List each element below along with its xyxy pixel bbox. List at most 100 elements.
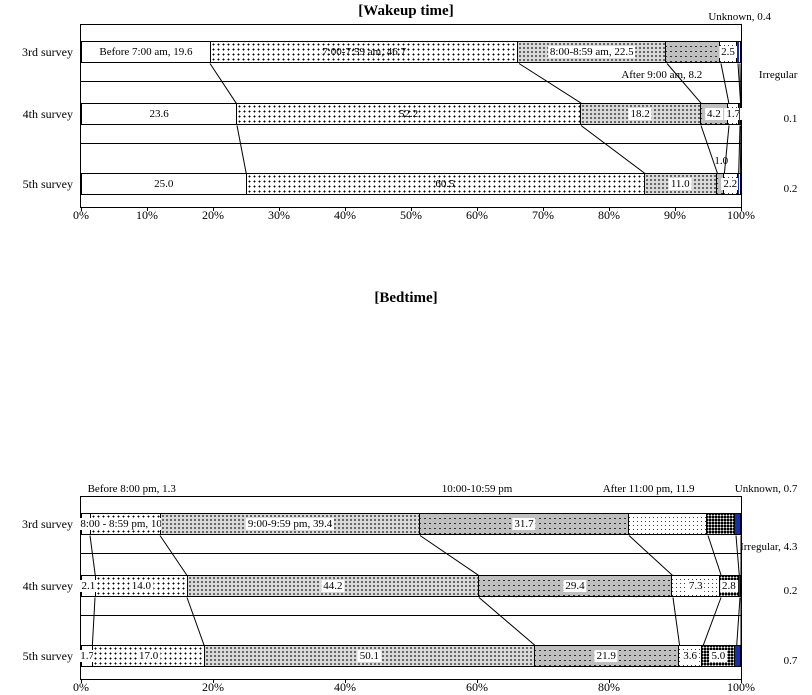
bar-segment: 52.2: [237, 104, 580, 124]
float-label: 1.0: [714, 155, 728, 167]
segment-label: 31.7: [512, 518, 535, 530]
connector-line: [518, 63, 581, 104]
bar-segment: 2.1: [82, 576, 96, 596]
x-tick: 80%: [598, 680, 620, 695]
segment-label: 50.1: [358, 650, 381, 662]
x-tick: 50%: [400, 208, 422, 223]
bar-segment: 14.0: [96, 576, 188, 596]
bar-segment: 7:00-7:59 am, 46.7: [211, 42, 518, 62]
segment-label: 44.2: [321, 580, 344, 592]
segment-label: 8:00 - 8:59 pm, 10.7: [78, 518, 172, 530]
x-tick: 100%: [727, 208, 755, 223]
bar-segment: 23.6: [82, 104, 237, 124]
bar-segment: 44.2: [188, 576, 479, 596]
row-label: 5th survey: [11, 177, 73, 192]
segment-label: 21.9: [595, 650, 618, 662]
row-label: 4th survey: [11, 579, 73, 594]
stacked-bar: 1.717.050.121.93.65.0: [81, 645, 741, 667]
bar-segment: 50.1: [205, 646, 535, 666]
connector-line: [92, 597, 96, 645]
float-label: 0.7: [667, 655, 797, 667]
x-tick: 30%: [268, 208, 290, 223]
x-tick: 0%: [73, 680, 89, 695]
segment-label: 18.2: [629, 108, 652, 120]
x-tick: 20%: [202, 208, 224, 223]
segment-label: Before 7:00 am, 19.6: [97, 46, 194, 58]
segment-label: 23.6: [148, 108, 171, 120]
bar-segment: 29.4: [479, 576, 672, 596]
segment-label: 60.5: [433, 178, 456, 190]
connector-line: [236, 125, 246, 173]
stacked-bar: 23.652.218.24.21.7: [81, 103, 741, 125]
connector-line: [420, 535, 479, 576]
float-label: Before 8:00 pm, 1.3: [88, 483, 176, 495]
bedtime-title: [Bedtime]: [0, 290, 812, 307]
x-tick: 70%: [532, 208, 554, 223]
bar-segment: 17.0: [93, 646, 205, 666]
bar-segment: 9:00-9:59 pm, 39.4: [161, 514, 420, 534]
bar-segment: [737, 42, 740, 62]
bar-segment: [629, 514, 707, 534]
connector-line: [160, 535, 188, 576]
connector-line: [479, 597, 536, 646]
stacked-bar: 2.114.044.229.47.32.8: [81, 575, 741, 597]
connector-line: [581, 125, 646, 174]
x-tick: 10%: [136, 208, 158, 223]
x-tick: 100%: [727, 680, 755, 695]
stacked-bar: 25.060.511.02.2: [81, 173, 741, 195]
bar-segment: 60.5: [247, 174, 645, 194]
bar-segment: 1.7: [82, 646, 93, 666]
segment-label: 25.0: [152, 178, 175, 190]
bar-segment: 31.7: [420, 514, 629, 534]
float-label: Unknown, 0.4: [641, 11, 771, 23]
x-tick: 90%: [664, 208, 686, 223]
stacked-bar: Before 7:00 am, 19.6 7:00-7:59 am, 46.7 8:…: [81, 41, 741, 63]
connector-line: [89, 535, 95, 575]
bar-segment: 8:00-8:59 am, 22.5: [518, 42, 666, 62]
segment-label: 9:00-9:59 pm, 39.4: [246, 518, 334, 530]
x-tick: 60%: [466, 680, 488, 695]
connector-line: [741, 598, 742, 646]
segment-label: 2.1: [80, 580, 98, 592]
connector-line: [187, 597, 205, 645]
bar-segment: [735, 514, 740, 534]
bar-segment: Before 7:00 am, 19.6: [82, 42, 211, 62]
float-label: Irregular, 4.3: [667, 541, 797, 553]
stacked-bar: 8:00 - 8:59 pm, 10.7 9:00-9:59 pm, 39.4 31…: [81, 513, 741, 535]
segment-label: 2.5: [719, 46, 737, 58]
row-label: 3rd survey: [11, 517, 73, 532]
segment-label: 29.4: [563, 580, 586, 592]
bar-segment: [666, 42, 720, 62]
float-label: Unknown, 0.7: [667, 483, 797, 495]
float-label: 0.2: [667, 585, 797, 597]
wakeup-chart: 3rd surveyBefore 7:00 am, 19.67:00-7:59 …: [80, 24, 742, 208]
x-tick: 40%: [334, 680, 356, 695]
segment-label: 8:00-8:59 am, 22.5: [548, 46, 636, 58]
bar-segment: 2.5: [720, 42, 736, 62]
float-label: 10:00-10:59 pm: [442, 483, 513, 495]
connector-line: [210, 63, 237, 104]
bar-segment: [707, 514, 735, 534]
bar-segment: 25.0: [82, 174, 247, 194]
row-label: 5th survey: [11, 649, 73, 664]
row-label: 3rd survey: [11, 45, 73, 60]
bar-segment: 21.9: [535, 646, 679, 666]
bedtime-chart: 3rd survey8:00 - 8:59 pm, 10.79:00-9:59 …: [80, 496, 742, 680]
segment-label: 14.0: [130, 580, 153, 592]
float-label: 0.2: [667, 183, 797, 195]
connector-line: [740, 125, 742, 173]
connector-line: [673, 597, 681, 645]
x-tick: 0%: [73, 208, 89, 223]
x-tick: 40%: [334, 208, 356, 223]
connector-line: [703, 597, 722, 645]
row-label: 4th survey: [11, 107, 73, 122]
segment-label: 52.2: [397, 108, 420, 120]
float-label: 0.1: [667, 113, 797, 125]
segment-label: 7:00-7:59 am, 46.7: [320, 46, 408, 58]
segment-label: 17.0: [137, 650, 160, 662]
x-tick: 80%: [598, 208, 620, 223]
x-tick: 20%: [202, 680, 224, 695]
bar-segment: 8:00 - 8:59 pm, 10.7: [91, 514, 161, 534]
float-label: After 9:00 am, 8.2: [621, 69, 702, 81]
x-tick: 60%: [466, 208, 488, 223]
